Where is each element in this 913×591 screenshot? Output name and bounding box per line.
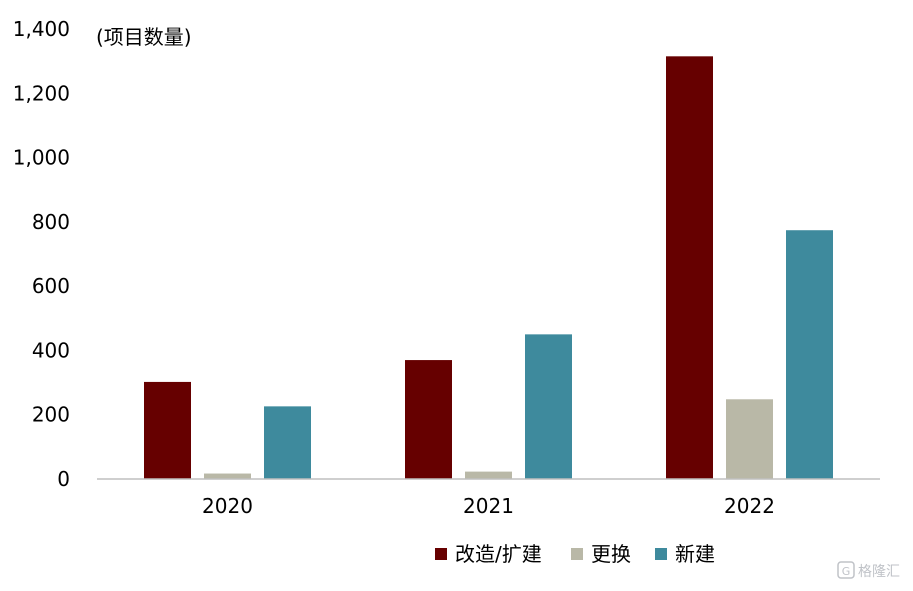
legend-swatch <box>571 548 583 560</box>
y-tick-label: 1,000 <box>13 146 70 170</box>
bar-2022-1 <box>726 399 773 479</box>
bar-2020-1 <box>204 473 251 479</box>
y-tick-label: 800 <box>32 210 70 234</box>
y-tick-label: 400 <box>32 338 70 362</box>
y-unit-label: (项目数量) <box>96 25 192 49</box>
watermark-logo-icon <box>837 561 855 579</box>
legend-label: 新建 <box>675 542 715 566</box>
bar-2020-0 <box>144 381 191 479</box>
bar-2021-2 <box>525 334 572 479</box>
y-axis: 0 200 400 600 800 1,000 1,200 1,400 <box>13 17 70 491</box>
legend: 改造/扩建 更换 新建 <box>435 542 715 566</box>
x-tick-label: 2020 <box>202 494 253 518</box>
y-tick-label: 0 <box>57 467 70 491</box>
x-tick-label: 2021 <box>463 494 514 518</box>
legend-label: 改造/扩建 <box>455 542 542 566</box>
y-tick-label: 200 <box>32 403 70 427</box>
bar-2021-0 <box>405 360 452 479</box>
watermark-text: 格隆汇 <box>858 564 900 580</box>
bar-2020-2 <box>264 406 311 479</box>
legend-item: 改造/扩建 <box>435 542 542 566</box>
bar-2022-0 <box>666 56 713 479</box>
watermark-logo-glyph: G <box>842 565 851 578</box>
y-tick-label: 600 <box>32 274 70 298</box>
watermark: G 格隆汇 <box>837 561 900 580</box>
x-axis-labels: 2020 2021 2022 <box>202 494 775 518</box>
bars-group <box>144 56 833 479</box>
y-tick-label: 1,400 <box>13 17 70 41</box>
legend-item: 更换 <box>571 542 631 566</box>
legend-item: 新建 <box>655 542 715 566</box>
bar-2022-2 <box>786 230 833 479</box>
x-tick-label: 2022 <box>724 494 775 518</box>
legend-swatch <box>655 548 667 560</box>
legend-swatch <box>435 548 447 560</box>
y-tick-label: 1,200 <box>13 81 70 105</box>
legend-label: 更换 <box>591 542 631 566</box>
bar-2021-1 <box>465 471 512 479</box>
